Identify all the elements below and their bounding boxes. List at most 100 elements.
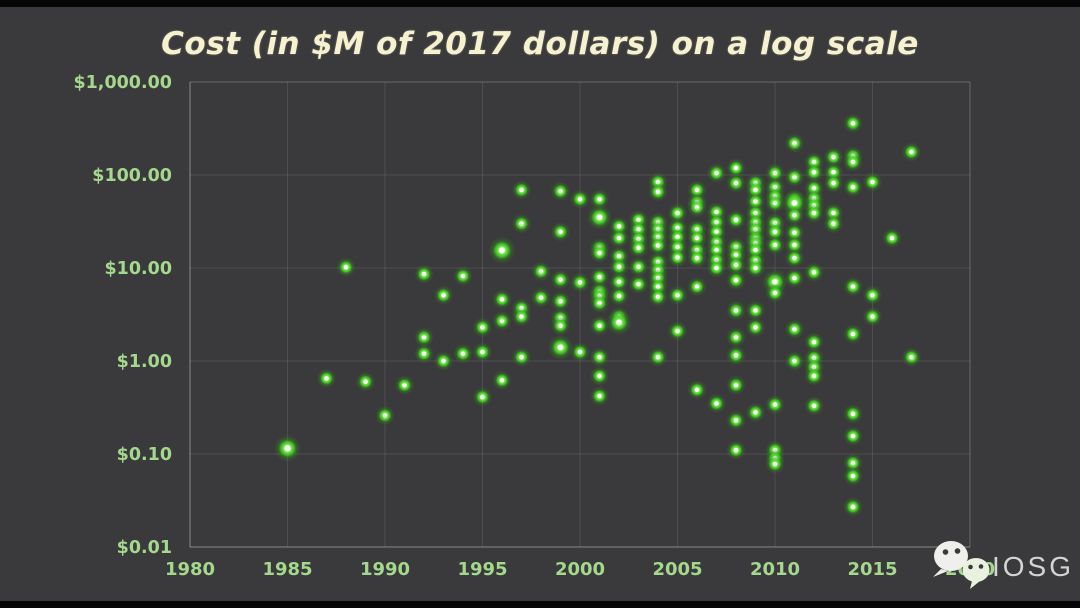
data-point-core bbox=[694, 255, 700, 261]
data-point-core bbox=[850, 331, 856, 337]
y-tick-label: $100.00 bbox=[92, 166, 172, 186]
data-point-core bbox=[519, 354, 524, 360]
data-point-core bbox=[792, 242, 797, 248]
data-point-core bbox=[733, 308, 739, 313]
data-point-core bbox=[753, 410, 758, 415]
y-axis-tick-labels: $1,000.00 $100.00 $10.00 $1.00 $0.10 $0.01 bbox=[73, 73, 172, 558]
data-point-core bbox=[558, 298, 563, 304]
data-point-core bbox=[694, 235, 700, 241]
data-point-core bbox=[733, 418, 739, 423]
data-point-core bbox=[597, 250, 602, 256]
data-point-core bbox=[616, 319, 622, 326]
data-point-core bbox=[733, 382, 739, 388]
data-point-core bbox=[402, 382, 407, 388]
data-point-core bbox=[831, 154, 836, 160]
wechat-icon-eye bbox=[942, 549, 949, 555]
data-point-core bbox=[870, 292, 875, 298]
data-point-core bbox=[538, 295, 544, 300]
data-point-core bbox=[616, 293, 622, 299]
wechat-iosg-watermark: IOSG bbox=[933, 541, 1071, 589]
data-point-core bbox=[636, 245, 641, 250]
wechat-icon-small-bubble bbox=[962, 558, 990, 582]
wechat-icon bbox=[934, 541, 968, 571]
x-tick-label: 1995 bbox=[457, 559, 507, 580]
data-point-core bbox=[616, 279, 622, 285]
data-point-core bbox=[850, 460, 856, 466]
data-point-core bbox=[675, 210, 680, 216]
data-point-core bbox=[792, 255, 797, 261]
x-tick-label: 2015 bbox=[847, 559, 897, 580]
wechat-icon-tail bbox=[970, 581, 980, 589]
data-point-core bbox=[753, 199, 758, 204]
letterbox-bottom bbox=[0, 601, 1080, 608]
data-point-core bbox=[792, 230, 797, 235]
data-point-core bbox=[577, 280, 583, 285]
data-point-core bbox=[616, 235, 622, 241]
data-point-core bbox=[597, 323, 602, 328]
data-point-core bbox=[421, 271, 427, 277]
data-point-core bbox=[792, 326, 797, 332]
data-point-core bbox=[792, 140, 797, 146]
data-point-core bbox=[441, 358, 446, 364]
data-point-core bbox=[343, 265, 349, 270]
y-tick-label: $0.10 bbox=[117, 445, 172, 465]
data-point-core bbox=[772, 200, 778, 206]
data-point-core bbox=[597, 354, 602, 360]
data-point-core bbox=[558, 323, 563, 328]
wechat-icon-eye bbox=[978, 564, 984, 569]
wechat-icon-eye bbox=[968, 564, 973, 570]
y-tick-label: $0.01 bbox=[117, 538, 172, 558]
data-point-core bbox=[694, 387, 700, 393]
x-tick-label: 2010 bbox=[750, 559, 800, 580]
data-point-core bbox=[850, 121, 856, 126]
data-point-core bbox=[714, 170, 719, 176]
data-point-core bbox=[655, 294, 661, 300]
data-point-core bbox=[480, 394, 485, 400]
data-point-core bbox=[421, 351, 427, 356]
data-point-core bbox=[850, 411, 856, 417]
data-point-core bbox=[616, 224, 622, 229]
chart-title: Cost (in $M of 2017 dollars) on a log sc… bbox=[161, 26, 919, 62]
data-point-core bbox=[811, 270, 817, 275]
data-point-core bbox=[772, 170, 778, 176]
data-point-core bbox=[753, 265, 758, 271]
data-point-core bbox=[597, 196, 602, 202]
data-point-core bbox=[850, 504, 856, 510]
data-point-core bbox=[772, 402, 778, 407]
data-point-core bbox=[831, 221, 836, 226]
data-point-core bbox=[870, 179, 875, 185]
data-point-core bbox=[538, 269, 544, 274]
data-point-core bbox=[597, 274, 602, 280]
data-point-core bbox=[694, 205, 700, 210]
data-point-core bbox=[499, 378, 505, 383]
data-point-core bbox=[772, 229, 778, 235]
data-point-core bbox=[577, 196, 583, 202]
data-point-core bbox=[909, 149, 914, 155]
data-point-core bbox=[558, 277, 563, 282]
data-point-core bbox=[499, 318, 505, 324]
data-point-core bbox=[850, 433, 856, 439]
data-point-core bbox=[519, 221, 524, 226]
data-point-core bbox=[733, 165, 739, 171]
data-point-core bbox=[655, 354, 661, 360]
data-point-core bbox=[792, 275, 797, 281]
x-tick-label: 1985 bbox=[262, 559, 312, 580]
data-point-core bbox=[792, 174, 797, 180]
data-point-core bbox=[733, 447, 739, 453]
wechat-icon-eye bbox=[954, 548, 961, 554]
data-point-core bbox=[558, 229, 563, 235]
x-tick-label: 1980 bbox=[165, 559, 215, 580]
data-point-core bbox=[363, 379, 368, 384]
data-point-core bbox=[655, 189, 661, 194]
data-point-core bbox=[811, 339, 817, 345]
data-point-core bbox=[460, 273, 466, 279]
data-point-core bbox=[889, 235, 895, 241]
data-point-core bbox=[772, 290, 778, 296]
y-tick-label: $10.00 bbox=[104, 259, 172, 279]
y-tick-label: $1.00 bbox=[117, 352, 172, 372]
data-point-core bbox=[753, 325, 758, 330]
data-point-core bbox=[655, 243, 661, 248]
wechat-icon-tail bbox=[933, 569, 948, 577]
